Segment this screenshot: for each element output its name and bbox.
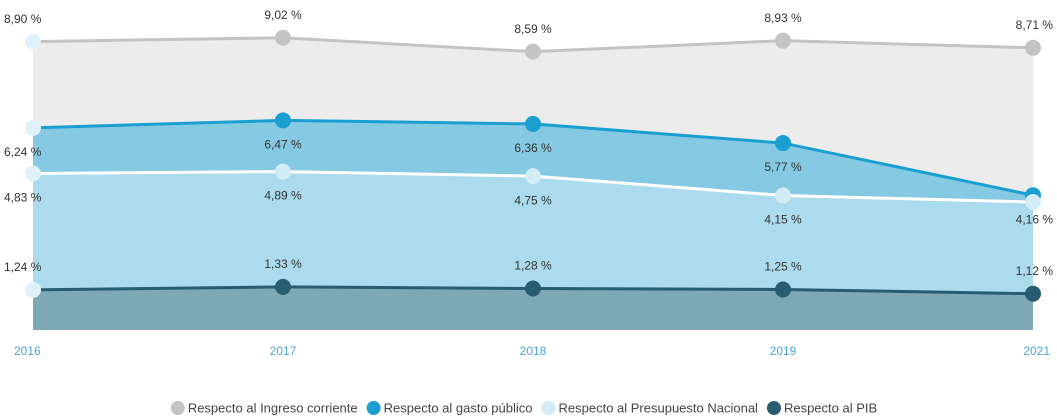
legend-label: Respecto al gasto público bbox=[384, 400, 533, 415]
data-label: 8,71 % bbox=[1016, 18, 1054, 32]
data-label: 4,75 % bbox=[514, 193, 552, 207]
data-label: 6,47 % bbox=[264, 138, 302, 152]
marker bbox=[525, 280, 541, 297]
marker bbox=[1025, 285, 1041, 302]
x-tick-label: 2016 bbox=[14, 344, 41, 358]
legend-label: Respecto al Presupuesto Nacional bbox=[559, 400, 759, 415]
marker bbox=[775, 135, 791, 152]
legend-label: Respecto al Ingreso corriente bbox=[188, 400, 358, 415]
marker bbox=[275, 163, 291, 180]
marker bbox=[525, 115, 541, 132]
data-label: 4,83 % bbox=[4, 191, 42, 205]
x-tick-label: 2021 bbox=[1023, 344, 1050, 358]
x-tick-label: 2019 bbox=[770, 344, 797, 358]
legend-marker bbox=[170, 401, 185, 415]
marker bbox=[25, 281, 41, 298]
data-label: 4,15 % bbox=[764, 213, 802, 227]
data-label: 8,59 % bbox=[514, 22, 552, 36]
marker bbox=[275, 112, 291, 129]
data-label: 5,77 % bbox=[764, 160, 802, 174]
data-label: 8,93 % bbox=[764, 11, 802, 25]
data-label: 4,16 % bbox=[1016, 212, 1054, 226]
marker bbox=[25, 119, 41, 136]
x-tick-label: 2017 bbox=[270, 344, 297, 358]
data-label: 4,89 % bbox=[264, 189, 302, 203]
data-label: 1,33 % bbox=[264, 257, 302, 271]
legend-marker bbox=[766, 401, 781, 415]
legend-marker bbox=[366, 401, 381, 415]
marker bbox=[1025, 39, 1041, 56]
data-label: 6,36 % bbox=[514, 141, 552, 155]
data-label: 1,12 % bbox=[1016, 264, 1054, 278]
data-label: 8,90 % bbox=[4, 12, 42, 26]
area bbox=[33, 286, 1033, 330]
data-label: 1,28 % bbox=[514, 259, 552, 273]
marker bbox=[525, 43, 541, 60]
marker bbox=[25, 165, 41, 182]
legend-marker bbox=[541, 401, 556, 415]
marker bbox=[275, 29, 291, 46]
marker bbox=[25, 33, 41, 50]
marker bbox=[275, 278, 291, 295]
data-label: 1,24 % bbox=[4, 260, 42, 274]
data-label: 1,25 % bbox=[764, 260, 802, 274]
marker bbox=[525, 168, 541, 185]
marker bbox=[775, 187, 791, 204]
marker bbox=[1025, 194, 1041, 211]
marker bbox=[775, 32, 791, 49]
x-tick-label: 2018 bbox=[520, 344, 547, 358]
data-label: 9,02 % bbox=[264, 8, 302, 22]
data-label: 6,24 % bbox=[4, 145, 42, 159]
marker bbox=[775, 281, 791, 298]
legend-label: Respecto al PIB bbox=[784, 400, 877, 415]
